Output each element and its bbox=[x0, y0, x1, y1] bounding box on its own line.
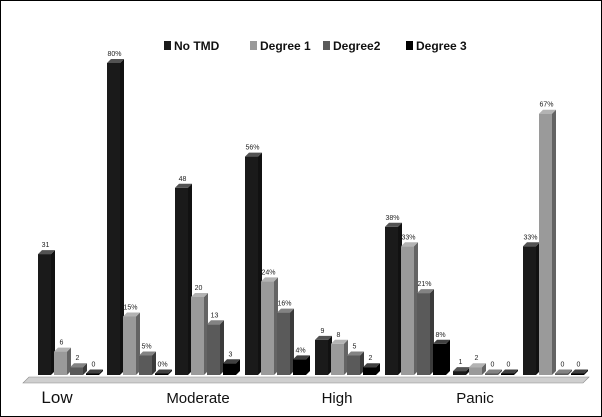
data-label: 0 bbox=[577, 362, 581, 369]
legend-swatch-1 bbox=[164, 41, 171, 50]
data-label: 2 bbox=[369, 355, 373, 362]
data-label: 0 bbox=[92, 362, 96, 369]
bar bbox=[175, 183, 192, 375]
category-labels: Low Moderate High Panic bbox=[41, 388, 494, 407]
legend-swatch-4 bbox=[406, 41, 413, 50]
bar bbox=[347, 351, 364, 375]
data-label: 5 bbox=[353, 344, 357, 351]
bar bbox=[123, 312, 140, 375]
bar bbox=[107, 59, 124, 375]
data-label: 3 bbox=[229, 351, 233, 358]
bar bbox=[261, 277, 278, 375]
data-label: 13 bbox=[211, 312, 219, 319]
data-label: 21% bbox=[417, 281, 431, 288]
bar bbox=[38, 250, 55, 375]
bar bbox=[54, 347, 71, 375]
legend-label-2: Degree 1 bbox=[260, 39, 311, 53]
legend-swatch-3 bbox=[323, 41, 330, 50]
bar bbox=[245, 152, 262, 375]
bar bbox=[539, 109, 556, 375]
data-label: 20 bbox=[195, 285, 203, 292]
bar bbox=[433, 339, 450, 375]
bar bbox=[293, 355, 310, 375]
data-label: 2 bbox=[76, 355, 80, 362]
data-label: 6 bbox=[60, 340, 64, 347]
data-label: 24% bbox=[261, 269, 275, 276]
bar bbox=[485, 369, 502, 375]
data-label: 8% bbox=[435, 332, 445, 339]
bar bbox=[523, 242, 540, 375]
legend-swatch-2 bbox=[250, 41, 257, 50]
bar bbox=[191, 293, 208, 375]
bar bbox=[277, 308, 294, 375]
data-label: 1 bbox=[459, 359, 463, 366]
data-label: 15% bbox=[123, 305, 137, 312]
data-label: 4% bbox=[295, 347, 305, 354]
data-label: 5% bbox=[141, 344, 151, 351]
data-label: 80% bbox=[107, 51, 121, 58]
data-label: 16% bbox=[277, 301, 291, 308]
data-label: 56% bbox=[245, 145, 259, 152]
bar bbox=[555, 369, 572, 375]
bar bbox=[363, 363, 380, 375]
legend-label-3: Degree2 bbox=[333, 39, 381, 53]
data-label: 33% bbox=[401, 234, 415, 241]
bar bbox=[453, 367, 470, 375]
bar bbox=[501, 369, 518, 375]
bar bbox=[331, 339, 348, 375]
data-label: 38% bbox=[385, 215, 399, 222]
data-label: 31 bbox=[42, 242, 50, 249]
floor-plane bbox=[22, 376, 590, 384]
legend: No TMD Degree 1 Degree2 Degree 3 bbox=[164, 39, 467, 53]
bar bbox=[401, 242, 418, 375]
bar bbox=[155, 369, 172, 375]
bar bbox=[223, 359, 240, 375]
data-label: 0 bbox=[561, 362, 565, 369]
bar bbox=[469, 363, 486, 375]
bar bbox=[139, 351, 156, 375]
category-label: High bbox=[322, 390, 353, 407]
bar bbox=[207, 320, 224, 375]
data-label: 2 bbox=[475, 355, 479, 362]
data-label: 8 bbox=[337, 332, 341, 339]
legend-label-4: Degree 3 bbox=[416, 39, 467, 53]
category-label: Panic bbox=[456, 390, 494, 407]
data-label: 9 bbox=[321, 328, 325, 335]
data-label: 67% bbox=[539, 102, 553, 109]
bar bbox=[70, 363, 87, 375]
bars: 3162080%15%5%0%482013356%24%16%4%985238%… bbox=[38, 51, 588, 375]
chart-floor bbox=[22, 376, 590, 384]
data-label: 48 bbox=[179, 176, 187, 183]
category-label: Moderate bbox=[166, 390, 229, 407]
data-label: 0% bbox=[157, 362, 167, 369]
bar bbox=[417, 289, 434, 375]
data-label: 0 bbox=[507, 362, 511, 369]
bar bbox=[86, 369, 103, 375]
bar bbox=[315, 335, 332, 375]
category-label: Low bbox=[41, 388, 73, 407]
legend-label-1: No TMD bbox=[174, 39, 220, 53]
bar bbox=[385, 222, 402, 375]
data-label: 0 bbox=[491, 362, 495, 369]
data-label: 33% bbox=[523, 234, 537, 241]
bar bbox=[571, 369, 588, 375]
